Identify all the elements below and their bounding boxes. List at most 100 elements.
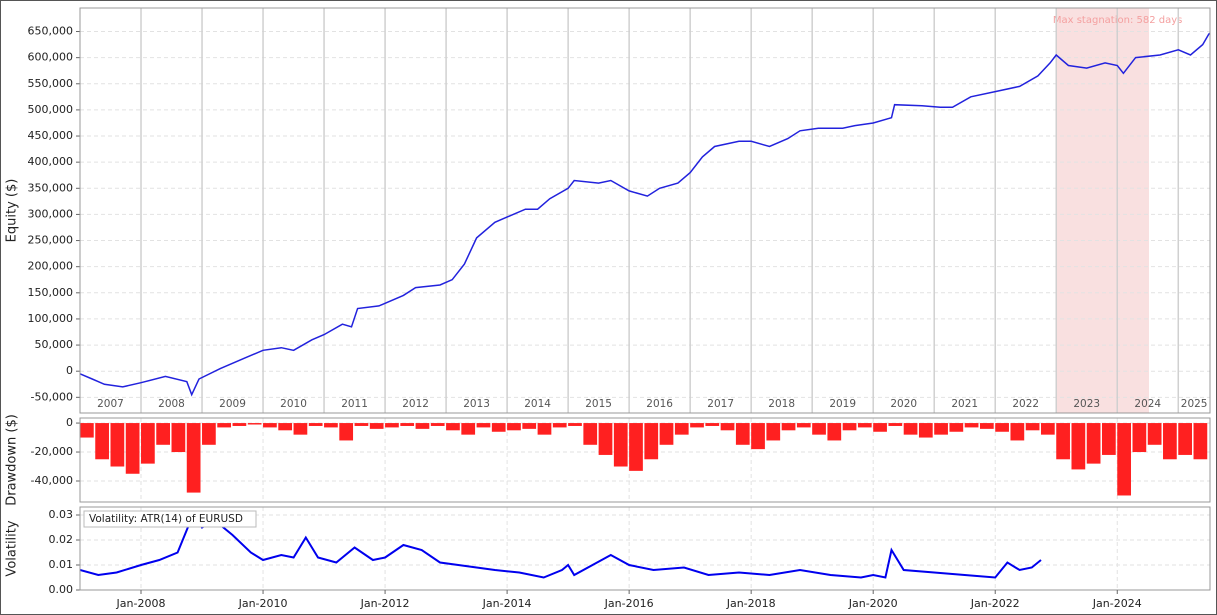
x-tick-label: Jan-2020 — [848, 597, 898, 610]
drawdown-bar — [1086, 423, 1101, 464]
year-label: 2008 — [158, 398, 185, 410]
drawdown-bar — [720, 423, 735, 431]
drawdown-bar — [247, 423, 262, 425]
x-tick-label: Jan-2022 — [970, 597, 1020, 610]
plot-area — [80, 507, 1210, 590]
drawdown-bar — [202, 423, 216, 445]
year-label: 2020 — [890, 398, 917, 410]
year-label: 2024 — [1134, 398, 1161, 410]
stagnation-shade — [1056, 8, 1149, 413]
plot-marks — [80, 32, 1210, 397]
drawdown-bar — [186, 423, 201, 493]
drawdown-bar — [324, 423, 338, 428]
y-tick-label: -20,000 — [31, 445, 73, 458]
y-tick-label: 0 — [66, 416, 73, 429]
drawdown-bar — [80, 423, 94, 438]
drawdown-bar — [1163, 423, 1177, 460]
drawdown-bar — [95, 423, 109, 460]
drawdown-bar — [751, 423, 765, 450]
y-tick-label: 150,000 — [28, 286, 74, 299]
x-tick-label: Jan-2010 — [238, 597, 288, 610]
drawdown-bar — [934, 423, 948, 435]
year-label: 2011 — [341, 398, 368, 410]
y-tick-label: 300,000 — [28, 207, 74, 220]
drawdown-bar — [217, 423, 232, 428]
y-tick-label: 400,000 — [28, 155, 74, 168]
y-tick-label: -50,000 — [31, 390, 73, 403]
year-label: 2021 — [951, 398, 978, 410]
x-tick-label: Jan-2014 — [482, 597, 532, 610]
drawdown-bar — [1010, 423, 1025, 441]
x-tick-label: Jan-2024 — [1092, 597, 1142, 610]
drawdown-bar — [415, 423, 430, 429]
y-tick-label: 0 — [66, 364, 73, 377]
drawdown-bar — [278, 423, 293, 431]
panel-frame — [79, 417, 1211, 503]
x-tick-label: Jan-2016 — [604, 597, 654, 610]
y-tick-label: 50,000 — [35, 338, 74, 351]
x-tick-label: Jan-2012 — [360, 597, 410, 610]
y-tick-label: 600,000 — [28, 51, 74, 64]
drawdown-bar — [110, 423, 125, 467]
drawdown-bar — [461, 423, 476, 435]
legend-box — [83, 510, 257, 528]
year-label: 2014 — [524, 398, 551, 410]
drawdown-bar — [1117, 423, 1131, 496]
drawdown-bar — [156, 423, 170, 445]
drawdown-bar — [171, 423, 186, 453]
drawdown-bar — [629, 423, 643, 471]
drawdown-bar — [552, 423, 567, 428]
y-tick-label: 0.01 — [49, 558, 74, 571]
y-axis-title: Equity ($) — [5, 179, 20, 243]
drawdown-bar — [659, 423, 674, 445]
drawdown-bar — [1147, 423, 1162, 445]
drawdown-bar — [491, 423, 506, 432]
y-axis-title: Volatility — [5, 520, 20, 576]
legend-label: Volatility: ATR(14) of EURUSD — [89, 513, 243, 525]
year-label: 2010 — [280, 398, 307, 410]
drawdown-bar — [232, 423, 247, 426]
y-tick-label: 0.02 — [49, 533, 74, 546]
y-tick-label: 0.00 — [49, 583, 74, 596]
drawdown-bar — [1025, 423, 1040, 431]
panel-frame — [79, 506, 1211, 591]
y-tick-label: 650,000 — [28, 25, 74, 38]
y-tick-label: 450,000 — [28, 129, 74, 142]
year-label: 2025 — [1181, 398, 1208, 410]
drawdown-bar — [857, 423, 872, 428]
year-label: 2012 — [402, 398, 429, 410]
drawdown-bar — [903, 423, 918, 435]
drawdown-bar — [964, 423, 979, 428]
series-line — [80, 32, 1210, 397]
year-label: 2017 — [707, 398, 734, 410]
drawdown-bar — [354, 423, 369, 426]
drawdown-bar — [507, 423, 521, 431]
drawdown-bar — [812, 423, 826, 435]
drawdown-bar — [1178, 423, 1193, 455]
y-tick-label: 250,000 — [28, 234, 74, 247]
drawdown-bar — [141, 423, 155, 464]
drawdown-bar — [979, 423, 994, 429]
year-label: 2015 — [585, 398, 612, 410]
drawdown-bar — [385, 423, 399, 428]
drawdown-bar — [827, 423, 842, 441]
drawdown-bar — [766, 423, 781, 441]
drawdown-bar — [735, 423, 750, 445]
drawdown-bar — [613, 423, 628, 467]
drawdown-bar — [873, 423, 887, 432]
drawdown-bar — [842, 423, 857, 431]
drawdown-bar — [1193, 423, 1208, 460]
drawdown-bar — [522, 423, 537, 429]
drawdown-bar — [598, 423, 613, 455]
drawdown-bar — [263, 423, 277, 428]
drawdown-bar — [125, 423, 140, 474]
drawdown-bar — [888, 423, 903, 426]
drawdown-bar — [1056, 423, 1070, 460]
drawdown-bar — [918, 423, 933, 438]
drawdown-bar — [644, 423, 659, 460]
drawdown-bar — [568, 423, 582, 426]
plot-area — [80, 8, 1210, 413]
x-tick-label: Jan-2018 — [726, 597, 776, 610]
drawdown-bar — [796, 423, 811, 428]
